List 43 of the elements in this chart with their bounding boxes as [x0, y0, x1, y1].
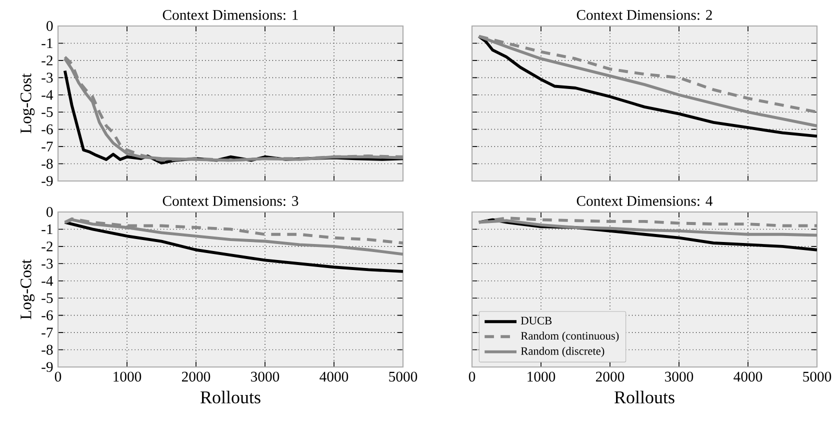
x-tick-label: 0: [468, 372, 476, 382]
y-tick-label: -5: [42, 293, 53, 303]
x-tick-label: 1000: [528, 372, 556, 382]
y-tick-label: -4: [42, 276, 54, 286]
chart-title: Context Dimensions: 4: [576, 196, 713, 206]
y-tick-label: -6: [42, 124, 53, 134]
x-axis-title: Rollouts: [614, 390, 674, 404]
x-axis-title: Rollouts: [200, 390, 260, 404]
x-tick-label: 4000: [734, 372, 762, 382]
y-tick-label: -1: [42, 224, 52, 234]
y-tick-label: -2: [42, 242, 52, 252]
legend-label: Random (continuous): [520, 332, 619, 342]
legend-label: Random (discrete): [520, 346, 604, 358]
y-tick-label: 0: [46, 21, 53, 31]
y-axis-title: Log-Cost: [20, 73, 35, 134]
y-tick-label: -8: [42, 158, 53, 169]
chart-title: Context Dimensions: 1: [162, 10, 298, 20]
y-tick-label: -7: [42, 142, 53, 152]
y-tick-label: -1: [42, 38, 52, 48]
x-tick-label: 2000: [596, 372, 624, 382]
chart-title: Context Dimensions: 2: [576, 10, 712, 20]
y-tick-label: -3: [42, 72, 53, 83]
y-tick-label: -9: [42, 362, 53, 372]
y-tick-label: -4: [42, 90, 54, 100]
chart-title: Context Dimensions: 3: [162, 196, 298, 206]
y-axis-title: Log-Cost: [20, 259, 35, 320]
x-tick-label: 3000: [665, 372, 694, 382]
y-tick-label: -5: [42, 107, 53, 117]
x-tick-label: 1000: [114, 372, 142, 382]
x-tick-label: 4000: [320, 372, 348, 382]
legend-label: DUCB: [520, 316, 552, 324]
x-tick-label: 2000: [182, 372, 210, 382]
y-tick-label: -3: [42, 258, 53, 269]
y-tick-label: 0: [46, 207, 53, 217]
y-tick-label: -2: [42, 56, 52, 66]
y-tick-label: -7: [42, 328, 53, 338]
y-tick-label: -9: [42, 176, 53, 186]
x-tick-label: 5000: [389, 372, 418, 382]
x-tick-label: 0: [54, 372, 62, 382]
y-tick-label: -6: [42, 310, 53, 320]
y-tick-label: -8: [42, 344, 53, 355]
x-tick-label: 5000: [803, 372, 832, 382]
x-tick-label: 3000: [251, 372, 280, 382]
